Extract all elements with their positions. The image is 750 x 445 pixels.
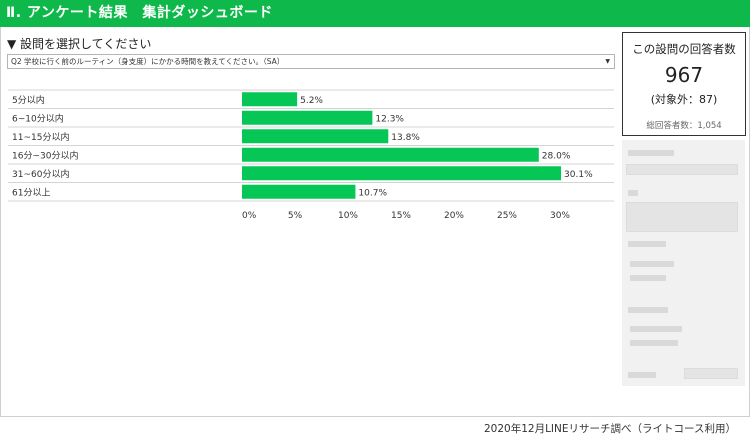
blurred-filter-box[interactable]	[626, 202, 738, 232]
bar	[242, 110, 373, 125]
dropdown-arrow-icon[interactable]: ▼	[605, 58, 610, 65]
total-respondents: 総回答者数：1,054	[646, 121, 722, 131]
blurred-filter-select[interactable]	[626, 164, 738, 175]
respondent-count: 967	[664, 63, 704, 87]
blurred-radio-option[interactable]	[630, 275, 666, 281]
excluded-count: (対象外：87)	[650, 93, 718, 106]
filter-panel-blurred	[622, 140, 745, 386]
bar	[242, 129, 389, 144]
bar	[242, 184, 356, 199]
x-tick-label: 20%	[444, 211, 464, 221]
blurred-filter-label	[628, 241, 666, 247]
blurred-radio-option[interactable]	[630, 340, 678, 346]
data-label: 28.0%	[542, 151, 571, 161]
category-label: 11~15分以内	[12, 131, 69, 143]
page-title: Ⅱ. アンケート結果 集計ダッシュボード	[6, 5, 273, 21]
data-label: 30.1%	[564, 170, 593, 180]
blurred-filter-label	[628, 150, 674, 156]
blurred-filter-select[interactable]	[684, 368, 738, 379]
category-label: 6~10分以内	[12, 112, 64, 124]
question-select-label: ▼ 設問を選択してください	[7, 37, 152, 51]
bar	[242, 147, 539, 162]
x-tick-label: 15%	[391, 211, 411, 221]
question-select-value: Q2 学校に行く前のルーティン（身支度）にかかる時間を教えてください。（SA）	[11, 57, 285, 66]
data-label: 5.2%	[300, 96, 323, 106]
blurred-filter-label	[628, 190, 638, 196]
dashboard-header: Ⅱ. アンケート結果 集計ダッシュボード	[0, 0, 750, 27]
source-note: 2020年12月LINEリサーチ調べ（ライトコース利用）	[484, 423, 736, 435]
summary-title: この設問の回答者数	[632, 42, 736, 56]
category-label: 31~60分以内	[12, 168, 69, 180]
x-tick-label: 10%	[338, 211, 358, 221]
blurred-radio-option[interactable]	[630, 261, 674, 267]
blurred-filter-label	[628, 372, 656, 378]
x-tick-label: 5%	[288, 211, 303, 221]
bar	[242, 92, 298, 107]
data-label: 10.7%	[358, 188, 387, 198]
respondent-summary-card: この設問の回答者数 967 (対象外：87) 総回答者数：1,054	[622, 32, 746, 136]
x-tick-label: 30%	[550, 211, 570, 221]
blurred-radio-option[interactable]	[630, 326, 682, 332]
x-tick-label: 25%	[497, 211, 517, 221]
question-select[interactable]: Q2 学校に行く前のルーティン（身支度）にかかる時間を教えてください。（SA） …	[7, 54, 615, 69]
blurred-filter-label	[628, 307, 668, 313]
x-tick-label: 0%	[242, 211, 257, 221]
bar-chart: 5分以内 5.2% 6~10分以内 12.3% 11~15分以内 13.8% 16分~30分…	[8, 89, 614, 221]
category-label: 61分以上	[12, 187, 50, 198]
data-label: 13.8%	[391, 133, 420, 143]
bar	[242, 166, 562, 181]
category-label: 16分~30分以内	[12, 149, 78, 161]
category-label: 5分以内	[12, 94, 45, 106]
data-label: 12.3%	[375, 114, 404, 124]
